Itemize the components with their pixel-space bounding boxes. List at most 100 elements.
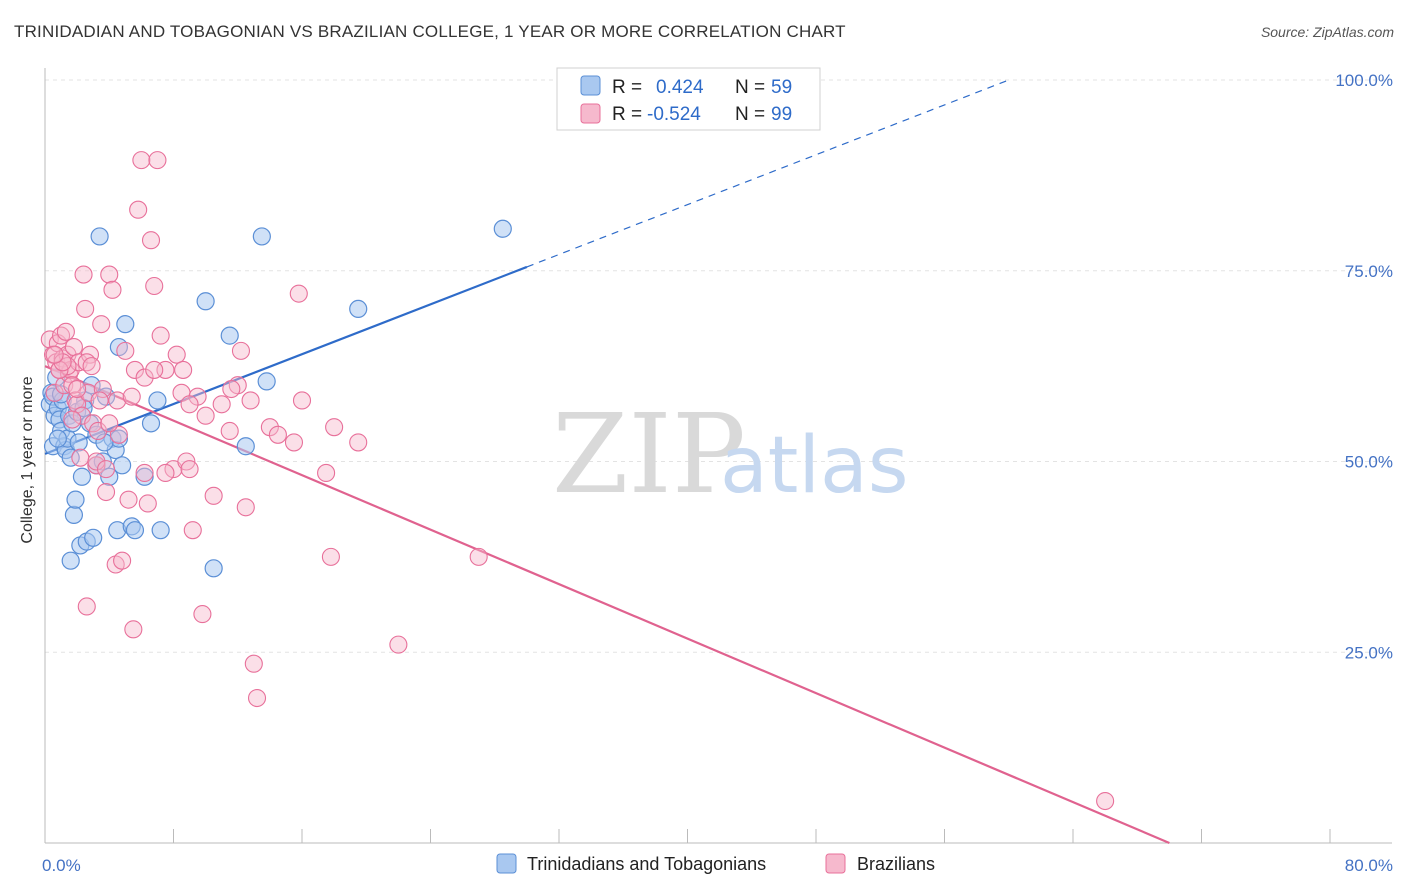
point-brazilian-58 [196, 406, 215, 425]
point-brazilian-26 [87, 456, 106, 475]
legend-r-label-1: R = [612, 77, 642, 98]
x-tick-label-max: 80.0% [1345, 856, 1393, 875]
point-brazilian-66 [247, 688, 267, 708]
legend-n-value-1: 59 [771, 77, 792, 98]
point-brazilian-40 [125, 360, 144, 379]
point-trinidadian-14 [61, 448, 80, 467]
point-brazilian-92 [82, 357, 101, 376]
point-brazilian-93 [145, 360, 164, 379]
point-brazilian-75 [349, 433, 368, 452]
point-trinidadian-42 [151, 521, 170, 540]
x-tick-label-min: 0.0% [42, 856, 81, 875]
point-trinidadian-36 [116, 315, 135, 334]
trend-lines [44, 79, 1170, 845]
point-brazilian-55 [183, 521, 202, 540]
point-brazilian-57 [193, 605, 212, 624]
point-brazilian-78 [1096, 791, 1115, 811]
point-brazilian-38 [119, 490, 138, 509]
point-trinidadian-19 [69, 433, 88, 452]
point-brazilian-74 [325, 418, 344, 437]
point-brazilian-95 [45, 345, 64, 364]
legend-r-label-2: R = [612, 104, 642, 125]
y-axis-label: College, 1 year or more [19, 376, 36, 543]
point-brazilian-69 [284, 433, 304, 452]
point-brazilian-9 [56, 322, 75, 341]
point-trinidadian-44 [204, 559, 223, 578]
point-brazilian-54 [180, 460, 199, 479]
point-brazilian-61 [220, 421, 239, 441]
point-trinidadian-21 [72, 467, 92, 486]
point-brazilian-71 [292, 391, 312, 410]
point-brazilian-97 [174, 360, 193, 379]
bottom-legend: Trinidadians and Tobagonians Brazilians [496, 853, 935, 874]
point-brazilian-94 [222, 379, 241, 399]
point-brazilian-72 [317, 463, 336, 482]
y-tick-labels: 25.0% 50.0% 75.0% 100.0% [1335, 71, 1393, 662]
point-trinidadian-39 [135, 467, 154, 486]
point-brazilian-84 [96, 460, 116, 479]
point-brazilian-44 [138, 494, 157, 513]
point-brazilian-68 [268, 425, 287, 444]
point-brazilian-14 [64, 337, 83, 357]
point-brazilian-60 [212, 395, 231, 414]
point-trinidadian-38 [125, 521, 145, 540]
point-brazilian-59 [204, 486, 223, 505]
bottom-legend-swatch-blue [496, 853, 517, 874]
point-trinidadian-54 [48, 429, 67, 448]
trend-line-pink [44, 365, 1170, 845]
point-brazilian-87 [156, 463, 175, 482]
point-brazilian-30 [96, 482, 116, 502]
legend-frame [556, 67, 821, 131]
point-brazilian-48 [151, 326, 170, 345]
point-brazilian-41 [129, 200, 148, 219]
y-tick-label-3: 100.0% [1335, 71, 1393, 90]
point-brazilian-39 [124, 620, 143, 639]
point-brazilian-22 [77, 597, 96, 616]
point-brazilian-32 [103, 280, 122, 299]
point-trinidadian-41 [148, 391, 167, 410]
point-trinidadian-40 [141, 414, 161, 433]
point-brazilian-31 [100, 265, 119, 284]
point-trinidadian-45 [220, 326, 239, 345]
point-trinidadian-49 [349, 299, 368, 318]
legend-n-value-2: 99 [771, 104, 792, 125]
bottom-legend-swatch-pink [825, 853, 846, 874]
point-brazilian-43 [135, 463, 154, 482]
x-tick-labels: 0.0% 80.0% [42, 856, 1393, 875]
point-trinidadian-55 [61, 551, 80, 570]
point-brazilian-18 [71, 448, 90, 467]
point-brazilian-28 [92, 315, 111, 334]
y-tick-label-1: 50.0% [1345, 453, 1393, 472]
legend-n-label-2: N = [735, 104, 765, 125]
legend-box: R = 0.424 N = 59 R = -0.524 N = 99 [556, 67, 821, 131]
source-credit: Source: ZipAtlas.com [1260, 24, 1394, 40]
point-brazilian-86 [135, 368, 154, 387]
trend-line-blue [44, 265, 528, 455]
point-trinidadian-25 [84, 528, 103, 547]
point-brazilian-29 [93, 379, 112, 399]
point-trinidadian-16 [64, 505, 84, 525]
point-brazilian-79 [87, 452, 106, 471]
point-brazilian-42 [132, 151, 151, 170]
point-brazilian-73 [321, 547, 340, 566]
watermark: ZIP atlas [552, 390, 909, 518]
point-brazilian-21 [76, 299, 95, 318]
point-trinidadian-43 [196, 292, 215, 311]
legend-swatch-blue [580, 75, 601, 96]
point-brazilian-36 [113, 551, 132, 570]
legend-swatch-pink [580, 103, 601, 124]
trend-line-blue-extension [526, 79, 1009, 268]
point-trinidadian-58 [95, 433, 114, 452]
point-brazilian-37 [116, 341, 135, 360]
points-brazilians [40, 151, 1115, 811]
point-trinidadian-46 [236, 437, 255, 456]
point-brazilian-51 [167, 345, 186, 364]
y-tick-label-0: 25.0% [1345, 643, 1393, 662]
gridlines [45, 79, 1392, 653]
point-brazilian-98 [241, 391, 260, 410]
bottom-legend-label-pink: Brazilians [857, 854, 935, 874]
bottom-legend-label-blue: Trinidadians and Tobagonians [527, 854, 766, 874]
point-brazilian-47 [148, 151, 167, 170]
point-trinidadian-27 [90, 227, 109, 246]
point-brazilian-96 [90, 391, 109, 410]
